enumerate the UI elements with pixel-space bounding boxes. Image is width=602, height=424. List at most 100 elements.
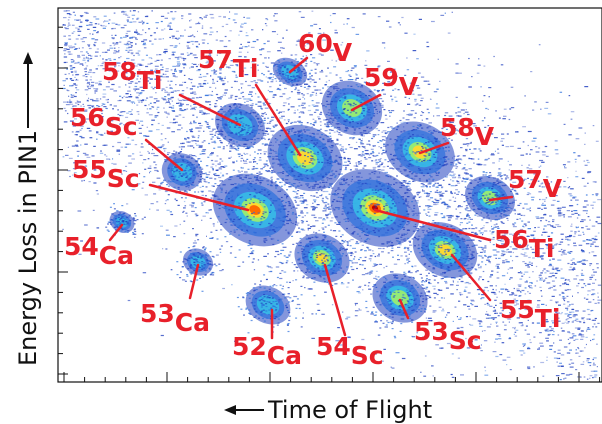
background-count <box>171 96 174 98</box>
background-count <box>195 127 199 129</box>
background-count <box>74 84 78 86</box>
background-count <box>432 310 437 312</box>
background-count <box>511 293 515 295</box>
background-count <box>281 52 283 54</box>
background-count <box>572 262 575 264</box>
background-count <box>375 128 379 130</box>
background-count <box>572 258 575 260</box>
background-count <box>444 204 448 206</box>
background-count <box>239 47 243 49</box>
background-count <box>382 152 387 154</box>
background-count <box>203 112 206 114</box>
background-count <box>165 68 169 70</box>
background-count <box>63 84 65 86</box>
background-count <box>505 261 507 263</box>
background-count <box>519 350 524 352</box>
background-count <box>270 177 273 179</box>
background-count <box>513 301 518 303</box>
background-count <box>208 190 212 192</box>
cluster-count <box>259 123 261 125</box>
background-count <box>310 25 314 27</box>
background-count <box>355 77 359 79</box>
background-count <box>214 134 216 136</box>
background-count <box>526 333 530 335</box>
background-count <box>561 373 565 375</box>
background-count <box>63 61 67 64</box>
background-count <box>395 75 398 77</box>
background-count <box>518 230 521 232</box>
background-count <box>86 100 89 102</box>
background-count <box>176 65 180 67</box>
background-count <box>101 105 103 107</box>
background-count <box>422 223 424 225</box>
background-count <box>542 186 546 188</box>
background-count <box>592 326 594 328</box>
background-count <box>501 251 506 253</box>
background-count <box>156 100 160 102</box>
background-count <box>336 130 338 132</box>
background-count <box>249 99 253 101</box>
background-count <box>171 110 175 112</box>
background-count <box>552 285 556 287</box>
background-count <box>573 263 576 265</box>
background-count <box>105 25 107 27</box>
background-count <box>426 194 430 196</box>
background-count <box>481 294 485 296</box>
background-count <box>132 18 134 20</box>
background-count <box>413 33 416 35</box>
background-count <box>192 43 194 45</box>
background-count <box>582 206 587 208</box>
background-count <box>511 267 513 269</box>
background-count <box>79 135 82 138</box>
background-count <box>361 338 365 341</box>
background-count <box>457 177 461 179</box>
background-count <box>73 172 77 174</box>
background-count <box>169 121 172 124</box>
background-count <box>581 219 583 221</box>
background-count <box>325 342 328 344</box>
background-count <box>147 167 152 169</box>
background-count <box>359 241 362 243</box>
background-count <box>447 32 451 34</box>
background-count <box>451 11 453 13</box>
background-count <box>71 85 74 87</box>
background-count <box>497 172 502 174</box>
background-count <box>122 115 124 117</box>
background-count <box>191 205 194 207</box>
cluster-count <box>215 100 218 102</box>
background-count <box>387 81 391 83</box>
background-count <box>102 68 106 70</box>
background-count <box>518 175 523 177</box>
background-count <box>93 88 96 90</box>
background-count <box>546 176 549 178</box>
background-count <box>402 121 406 123</box>
background-count <box>470 324 474 326</box>
background-count <box>353 165 357 167</box>
background-count <box>99 110 104 112</box>
background-count <box>70 107 74 110</box>
background-count <box>464 282 466 284</box>
background-count <box>334 29 338 31</box>
background-count <box>216 155 219 157</box>
background-count <box>535 246 538 248</box>
background-count <box>174 11 177 13</box>
background-count <box>329 14 332 17</box>
background-count <box>377 334 381 336</box>
background-count <box>503 246 506 248</box>
background-count <box>432 285 436 287</box>
background-count <box>243 160 247 162</box>
background-count <box>275 250 279 253</box>
background-count <box>285 29 288 31</box>
background-count <box>592 377 594 379</box>
background-count <box>564 289 568 291</box>
background-count <box>463 304 467 306</box>
background-count <box>195 97 199 99</box>
background-count <box>571 321 574 323</box>
background-count <box>496 226 499 228</box>
background-count <box>456 180 460 183</box>
background-count <box>291 262 293 264</box>
background-count <box>595 326 598 328</box>
background-count <box>384 326 388 328</box>
background-count <box>263 43 266 45</box>
background-count <box>415 85 420 87</box>
